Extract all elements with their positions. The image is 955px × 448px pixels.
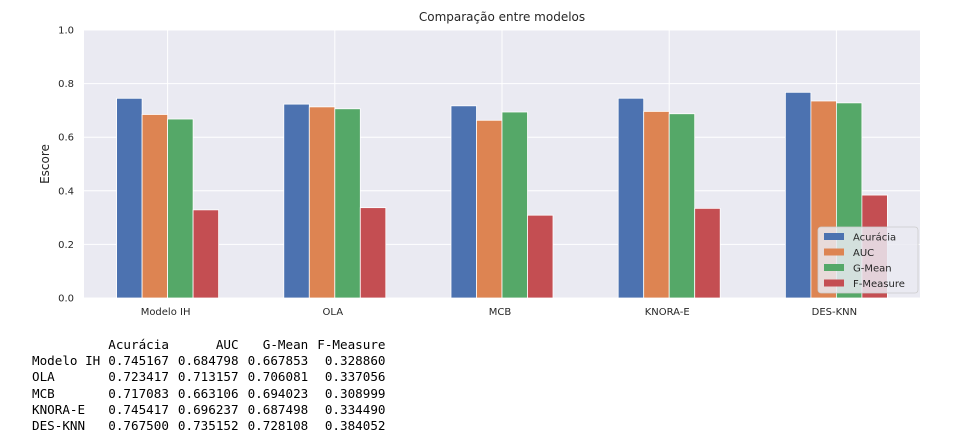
bar bbox=[450, 105, 477, 299]
y-tick-label: 1.0 bbox=[58, 26, 74, 37]
row-label: OLA bbox=[32, 369, 55, 385]
table-cell: 0.735152 bbox=[177, 418, 239, 434]
table-cell: 0.308999 bbox=[324, 385, 386, 401]
x-tick-label: OLA bbox=[323, 307, 344, 318]
x-tick-label: MCB bbox=[489, 307, 512, 318]
bar bbox=[476, 119, 503, 299]
table-cell: 0.717083 bbox=[108, 385, 169, 401]
bar bbox=[694, 207, 721, 299]
legend-box bbox=[817, 226, 919, 294]
bar bbox=[308, 106, 336, 299]
legend-swatch bbox=[824, 279, 844, 287]
table-row: Modelo IH 0.745167 0.684798 0.667853 0.3… bbox=[32, 353, 386, 369]
row-label: DES-KNN bbox=[32, 418, 86, 434]
legend-label: AUC bbox=[853, 248, 874, 259]
table-cell: 0.713157 bbox=[177, 369, 239, 385]
bar-chart: Comparação entre modelos 0.0 0.2 0.4 0.6 0.8… bbox=[38, 10, 920, 318]
legend-swatch bbox=[824, 248, 844, 256]
table-cell: 0.745167 bbox=[108, 353, 169, 369]
table-header-row: Acurácia AUC G-Mean F-Measure bbox=[32, 337, 386, 353]
legend-swatch bbox=[824, 264, 844, 271]
bar bbox=[116, 97, 143, 299]
table-cell: 0.667853 bbox=[247, 353, 309, 369]
row-label: KNORA-E bbox=[32, 401, 86, 417]
table-cell: 0.706081 bbox=[247, 369, 309, 385]
table-cell: 0.684798 bbox=[177, 353, 239, 369]
x-tick-labels: Modelo IH OLA MCB KNORA-E DES-KNN bbox=[141, 307, 857, 318]
bar bbox=[141, 114, 169, 299]
table-cell: 0.334490 bbox=[324, 401, 386, 417]
legend-label: Acurácia bbox=[853, 232, 896, 244]
bar bbox=[192, 209, 220, 299]
table-row: OLA 0.723417 0.713157 0.706081 0.337056 bbox=[32, 369, 386, 385]
bars bbox=[116, 91, 888, 299]
table-cell: 0.384052 bbox=[324, 418, 386, 434]
bar bbox=[334, 108, 361, 299]
column-header: Acurácia bbox=[108, 337, 169, 352]
y-tick-label: 0.4 bbox=[58, 186, 74, 197]
x-tick-label: Modelo IH bbox=[141, 307, 191, 318]
column-header: G-Mean bbox=[262, 337, 309, 352]
chart-title: Comparação entre modelos bbox=[419, 10, 585, 24]
table-cell: 0.337056 bbox=[324, 369, 386, 385]
bar bbox=[527, 214, 554, 299]
y-tick-label: 0.2 bbox=[58, 240, 74, 251]
table-row: KNORA-E 0.745417 0.696237 0.687498 0.334… bbox=[32, 402, 386, 418]
bar bbox=[617, 97, 645, 299]
y-axis-label: Escore bbox=[38, 144, 52, 184]
table-cell: 0.728108 bbox=[247, 418, 309, 434]
table-cell: 0.663106 bbox=[177, 385, 239, 401]
table-cell: 0.687498 bbox=[247, 401, 309, 417]
bar bbox=[668, 113, 696, 299]
legend-label: F-Measure bbox=[853, 279, 905, 290]
bar bbox=[785, 91, 812, 299]
bar bbox=[501, 111, 528, 299]
table-cell: 0.767500 bbox=[108, 418, 169, 434]
table-row: MCB 0.717083 0.663106 0.694023 0.308999 bbox=[32, 386, 386, 402]
table-cell: 0.694023 bbox=[247, 385, 309, 401]
legend-label: G-Mean bbox=[853, 264, 892, 275]
column-header: F-Measure bbox=[317, 337, 386, 352]
table-cell: 0.328860 bbox=[324, 353, 386, 369]
bar bbox=[643, 111, 670, 299]
row-label: Modelo IH bbox=[32, 353, 101, 369]
x-tick-label: DES-KNN bbox=[812, 307, 858, 318]
bar bbox=[167, 118, 194, 299]
row-label: MCB bbox=[32, 385, 55, 401]
table-corner bbox=[32, 337, 108, 353]
table-cell: 0.696237 bbox=[177, 401, 239, 417]
legend-swatch bbox=[824, 233, 844, 240]
y-tick-label: 0.0 bbox=[58, 294, 74, 305]
y-tick-labels: 0.0 0.2 0.4 0.6 0.8 1.0 bbox=[58, 26, 74, 305]
y-tick-label: 0.8 bbox=[58, 79, 74, 90]
results-table: Acurácia AUC G-Mean F-Measure Modelo IH … bbox=[32, 337, 386, 434]
table-row: DES-KNN 0.767500 0.735152 0.728108 0.384… bbox=[32, 418, 386, 434]
bar bbox=[283, 103, 310, 299]
table-cell: 0.723417 bbox=[108, 369, 169, 385]
legend: Acurácia AUC G-Mean F-Measure bbox=[817, 226, 919, 294]
table-cell: 0.745417 bbox=[108, 401, 169, 417]
x-tick-label: KNORA-E bbox=[645, 307, 690, 318]
bar bbox=[359, 207, 387, 299]
column-header: AUC bbox=[215, 337, 239, 352]
y-tick-label: 0.6 bbox=[58, 133, 74, 144]
